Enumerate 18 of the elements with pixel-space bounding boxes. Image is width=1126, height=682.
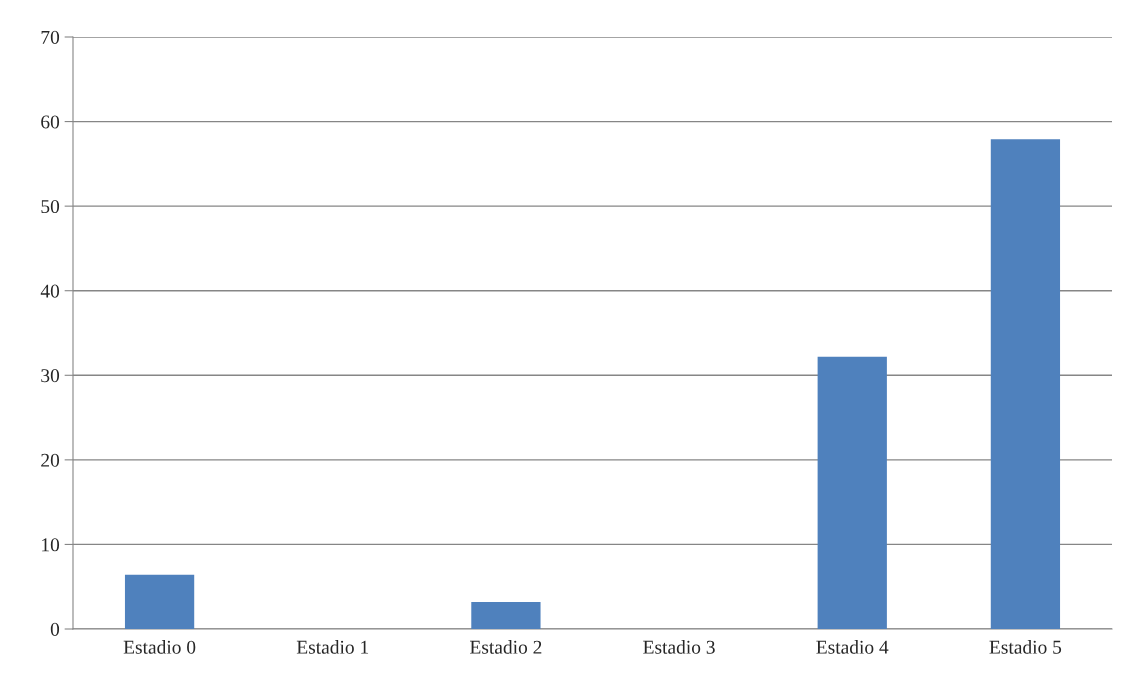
y-tick-label: 40: [40, 284, 60, 298]
y-tick-label: 70: [41, 30, 60, 44]
y-tick-label: 50: [41, 199, 60, 214]
bar: [990, 139, 1061, 629]
y-tick-label: 20: [41, 453, 60, 467]
y-tick-label: 10: [42, 538, 60, 552]
x-tick-label: Estadio 3: [643, 640, 715, 654]
bar: [471, 601, 541, 629]
y-tick-label: 30: [41, 369, 60, 383]
y-tick-label: 0: [50, 622, 60, 636]
x-tick-label: Estadio 4: [816, 640, 889, 654]
bar: [124, 574, 195, 629]
x-tick-label: Estadio 1: [296, 640, 369, 654]
x-tick-label: Estadio 0: [123, 640, 196, 654]
x-tick-label: Estadio 2: [470, 640, 542, 654]
x-tick-label: Estadio 5: [989, 640, 1062, 654]
bar: [817, 356, 887, 629]
y-tick-label: 60: [41, 115, 60, 129]
